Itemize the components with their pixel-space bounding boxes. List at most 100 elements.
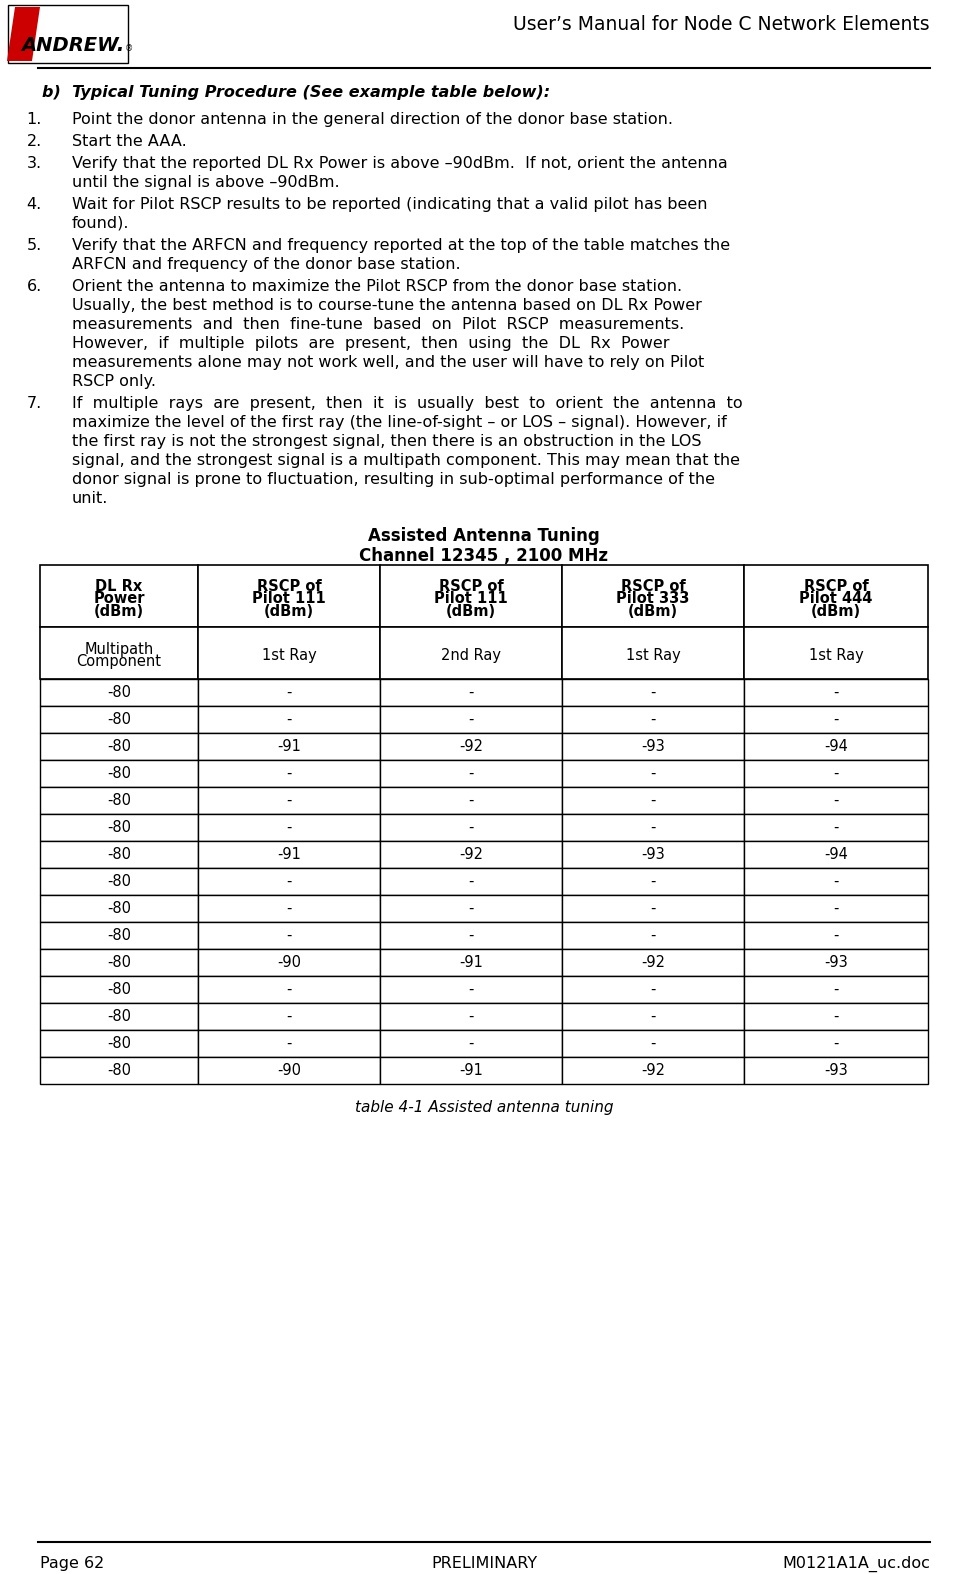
Bar <box>561 867 743 896</box>
Text: -92: -92 <box>458 740 482 754</box>
Text: Pilot 444: Pilot 444 <box>799 592 872 606</box>
Text: 7.: 7. <box>27 397 42 411</box>
Bar <box>561 1058 743 1084</box>
Bar <box>379 733 561 760</box>
Text: maximize the level of the first ray (the line-of-sight – or LOS – signal). Howev: maximize the level of the first ray (the… <box>71 416 726 430</box>
Bar <box>198 814 379 841</box>
Text: 2.: 2. <box>27 134 42 150</box>
Text: -92: -92 <box>640 955 664 970</box>
Text: 2nd Ray: 2nd Ray <box>440 648 500 663</box>
Text: Point the donor antenna in the general direction of the donor base station.: Point the donor antenna in the general d… <box>71 112 672 127</box>
Bar <box>379 787 561 814</box>
Bar <box>198 896 379 922</box>
Bar <box>379 949 561 976</box>
Text: -: - <box>650 711 655 727</box>
Text: 1st Ray: 1st Ray <box>261 648 316 663</box>
Text: -: - <box>286 793 292 807</box>
Bar <box>379 922 561 949</box>
Text: -: - <box>286 1009 292 1025</box>
Text: Pilot 111: Pilot 111 <box>434 592 507 606</box>
Text: RSCP of: RSCP of <box>802 579 867 593</box>
Text: -80: -80 <box>107 982 131 996</box>
Text: 1.: 1. <box>27 112 42 127</box>
Bar <box>198 841 379 867</box>
Bar <box>743 1058 927 1084</box>
Bar <box>379 841 561 867</box>
Bar <box>379 976 561 1003</box>
Text: -: - <box>286 685 292 700</box>
Text: RSCP of: RSCP of <box>438 579 503 593</box>
Bar <box>561 565 743 626</box>
Bar <box>40 949 198 976</box>
Text: User’s Manual for Node C Network Elements: User’s Manual for Node C Network Element… <box>513 16 929 35</box>
Text: -80: -80 <box>107 1062 131 1078</box>
Text: -93: -93 <box>640 847 664 863</box>
Bar <box>40 678 198 707</box>
Bar <box>743 867 927 896</box>
Text: until the signal is above –90dBm.: until the signal is above –90dBm. <box>71 175 339 190</box>
Text: RSCP only.: RSCP only. <box>71 375 156 389</box>
Text: If  multiple  rays  are  present,  then  it  is  usually  best  to  orient  the : If multiple rays are present, then it is… <box>71 397 741 411</box>
Text: (dBm): (dBm) <box>446 604 496 619</box>
Text: -80: -80 <box>107 929 131 943</box>
Text: measurements alone may not work well, and the user will have to rely on Pilot: measurements alone may not work well, an… <box>71 356 703 370</box>
Bar <box>743 626 927 678</box>
Bar <box>40 1003 198 1029</box>
Bar <box>40 626 198 678</box>
Bar <box>198 760 379 787</box>
Bar <box>561 814 743 841</box>
Bar <box>561 896 743 922</box>
Text: -80: -80 <box>107 685 131 700</box>
Text: -: - <box>468 820 474 834</box>
Text: -91: -91 <box>458 955 482 970</box>
Bar <box>198 1003 379 1029</box>
Text: -94: -94 <box>823 847 847 863</box>
Bar <box>198 707 379 733</box>
Text: -: - <box>286 1036 292 1051</box>
Bar <box>8 5 128 63</box>
Polygon shape <box>7 6 26 61</box>
Bar <box>40 733 198 760</box>
Text: donor signal is prone to fluctuation, resulting in sub-optimal performance of th: donor signal is prone to fluctuation, re… <box>71 472 714 486</box>
Text: -: - <box>833 929 838 943</box>
Text: (dBm): (dBm) <box>264 604 314 619</box>
Bar <box>561 922 743 949</box>
Bar <box>198 1029 379 1058</box>
Text: -: - <box>650 1036 655 1051</box>
Text: -: - <box>833 1009 838 1025</box>
Text: -: - <box>286 929 292 943</box>
Text: -: - <box>286 711 292 727</box>
Text: -: - <box>286 982 292 996</box>
Text: the first ray is not the strongest signal, then there is an obstruction in the L: the first ray is not the strongest signa… <box>71 434 700 449</box>
Bar <box>198 678 379 707</box>
Text: measurements  and  then  fine-tune  based  on  Pilot  RSCP  measurements.: measurements and then fine-tune based on… <box>71 316 683 332</box>
Bar <box>40 841 198 867</box>
Bar <box>743 678 927 707</box>
Text: Power: Power <box>93 592 145 606</box>
Bar <box>743 814 927 841</box>
Bar <box>561 760 743 787</box>
Text: -: - <box>468 793 474 807</box>
Text: Pilot 111: Pilot 111 <box>252 592 326 606</box>
Text: -80: -80 <box>107 900 131 916</box>
Bar <box>743 949 927 976</box>
Text: -91: -91 <box>277 740 301 754</box>
Bar <box>198 976 379 1003</box>
Bar <box>40 814 198 841</box>
Text: Wait for Pilot RSCP results to be reported (indicating that a valid pilot has be: Wait for Pilot RSCP results to be report… <box>71 197 707 212</box>
Bar <box>743 565 927 626</box>
Text: Multipath: Multipath <box>84 642 153 656</box>
Text: -80: -80 <box>107 820 131 834</box>
Bar <box>743 976 927 1003</box>
Text: Orient the antenna to maximize the Pilot RSCP from the donor base station.: Orient the antenna to maximize the Pilot… <box>71 279 681 294</box>
Text: -: - <box>833 820 838 834</box>
Text: (dBm): (dBm) <box>810 604 861 619</box>
Text: -: - <box>468 1036 474 1051</box>
Text: Start the AAA.: Start the AAA. <box>71 134 187 150</box>
Text: 6.: 6. <box>27 279 42 294</box>
Text: 3.: 3. <box>27 156 42 172</box>
Text: Channel 12345 , 2100 MHz: Channel 12345 , 2100 MHz <box>359 548 608 565</box>
Text: -: - <box>468 685 474 700</box>
Bar <box>40 896 198 922</box>
Text: -: - <box>650 874 655 889</box>
